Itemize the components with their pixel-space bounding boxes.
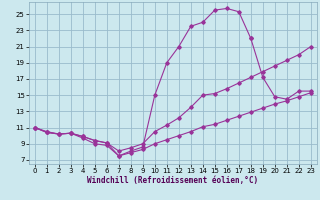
X-axis label: Windchill (Refroidissement éolien,°C): Windchill (Refroidissement éolien,°C) [87, 176, 258, 185]
